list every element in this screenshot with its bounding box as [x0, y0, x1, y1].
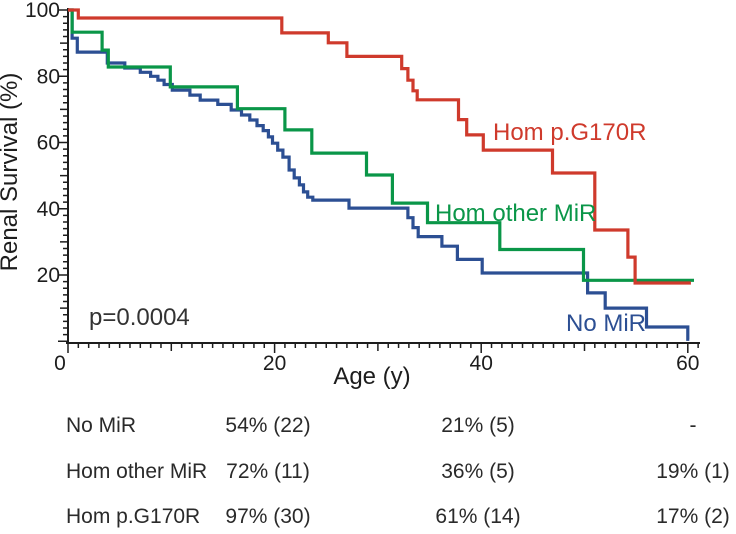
svg-text:60: 60: [676, 352, 699, 375]
y-axis-title: Renal Survival (%): [0, 73, 23, 272]
svg-text:100: 100: [25, 0, 60, 22]
table-cell: 72% (11): [226, 460, 310, 483]
svg-text:20: 20: [37, 264, 60, 287]
plot-area: 0 20 40 60 20 40 60 80 100: [25, 0, 700, 375]
svg-text:20: 20: [263, 352, 286, 375]
p-value-annotation: p=0.0004: [89, 304, 190, 331]
table-cell: 21% (5): [441, 414, 515, 437]
table-cell: 36% (5): [441, 460, 515, 483]
table-cell: 19% (1): [656, 460, 730, 483]
table-row: Hom p.G170R 97% (30) 61% (14) 17% (2): [0, 505, 736, 531]
row-label: No MiR: [66, 414, 137, 437]
row-label: Hom p.G170R: [66, 505, 201, 528]
curve-label-hom-pg170r: Hom p.G170R: [493, 119, 646, 146]
curve-label-no-mir: No MiR: [566, 310, 646, 337]
svg-text:0: 0: [54, 352, 66, 375]
table-cell: 61% (14): [435, 505, 521, 528]
table-cell: 54% (22): [225, 414, 311, 437]
row-label: Hom other MiR: [66, 460, 208, 483]
table-cell: 17% (2): [656, 505, 730, 528]
svg-text:80: 80: [37, 65, 60, 88]
survival-chart: 0 20 40 60 20 40 60 80 100 Renal Survival (%) Ag…: [0, 0, 700, 390]
svg-text:60: 60: [37, 132, 60, 155]
table-cell: -: [689, 414, 697, 437]
curve-label-hom-other-mir: Hom other MiR: [435, 200, 596, 227]
x-axis-title: Age (y): [333, 363, 410, 390]
svg-text:40: 40: [470, 352, 493, 375]
table-cell: 97% (30): [225, 505, 311, 528]
svg-text:40: 40: [37, 198, 60, 221]
table-row: No MiR 54% (22) 21% (5) -: [0, 414, 736, 440]
table-row: Hom other MiR 72% (11) 36% (5) 19% (1): [0, 460, 736, 486]
